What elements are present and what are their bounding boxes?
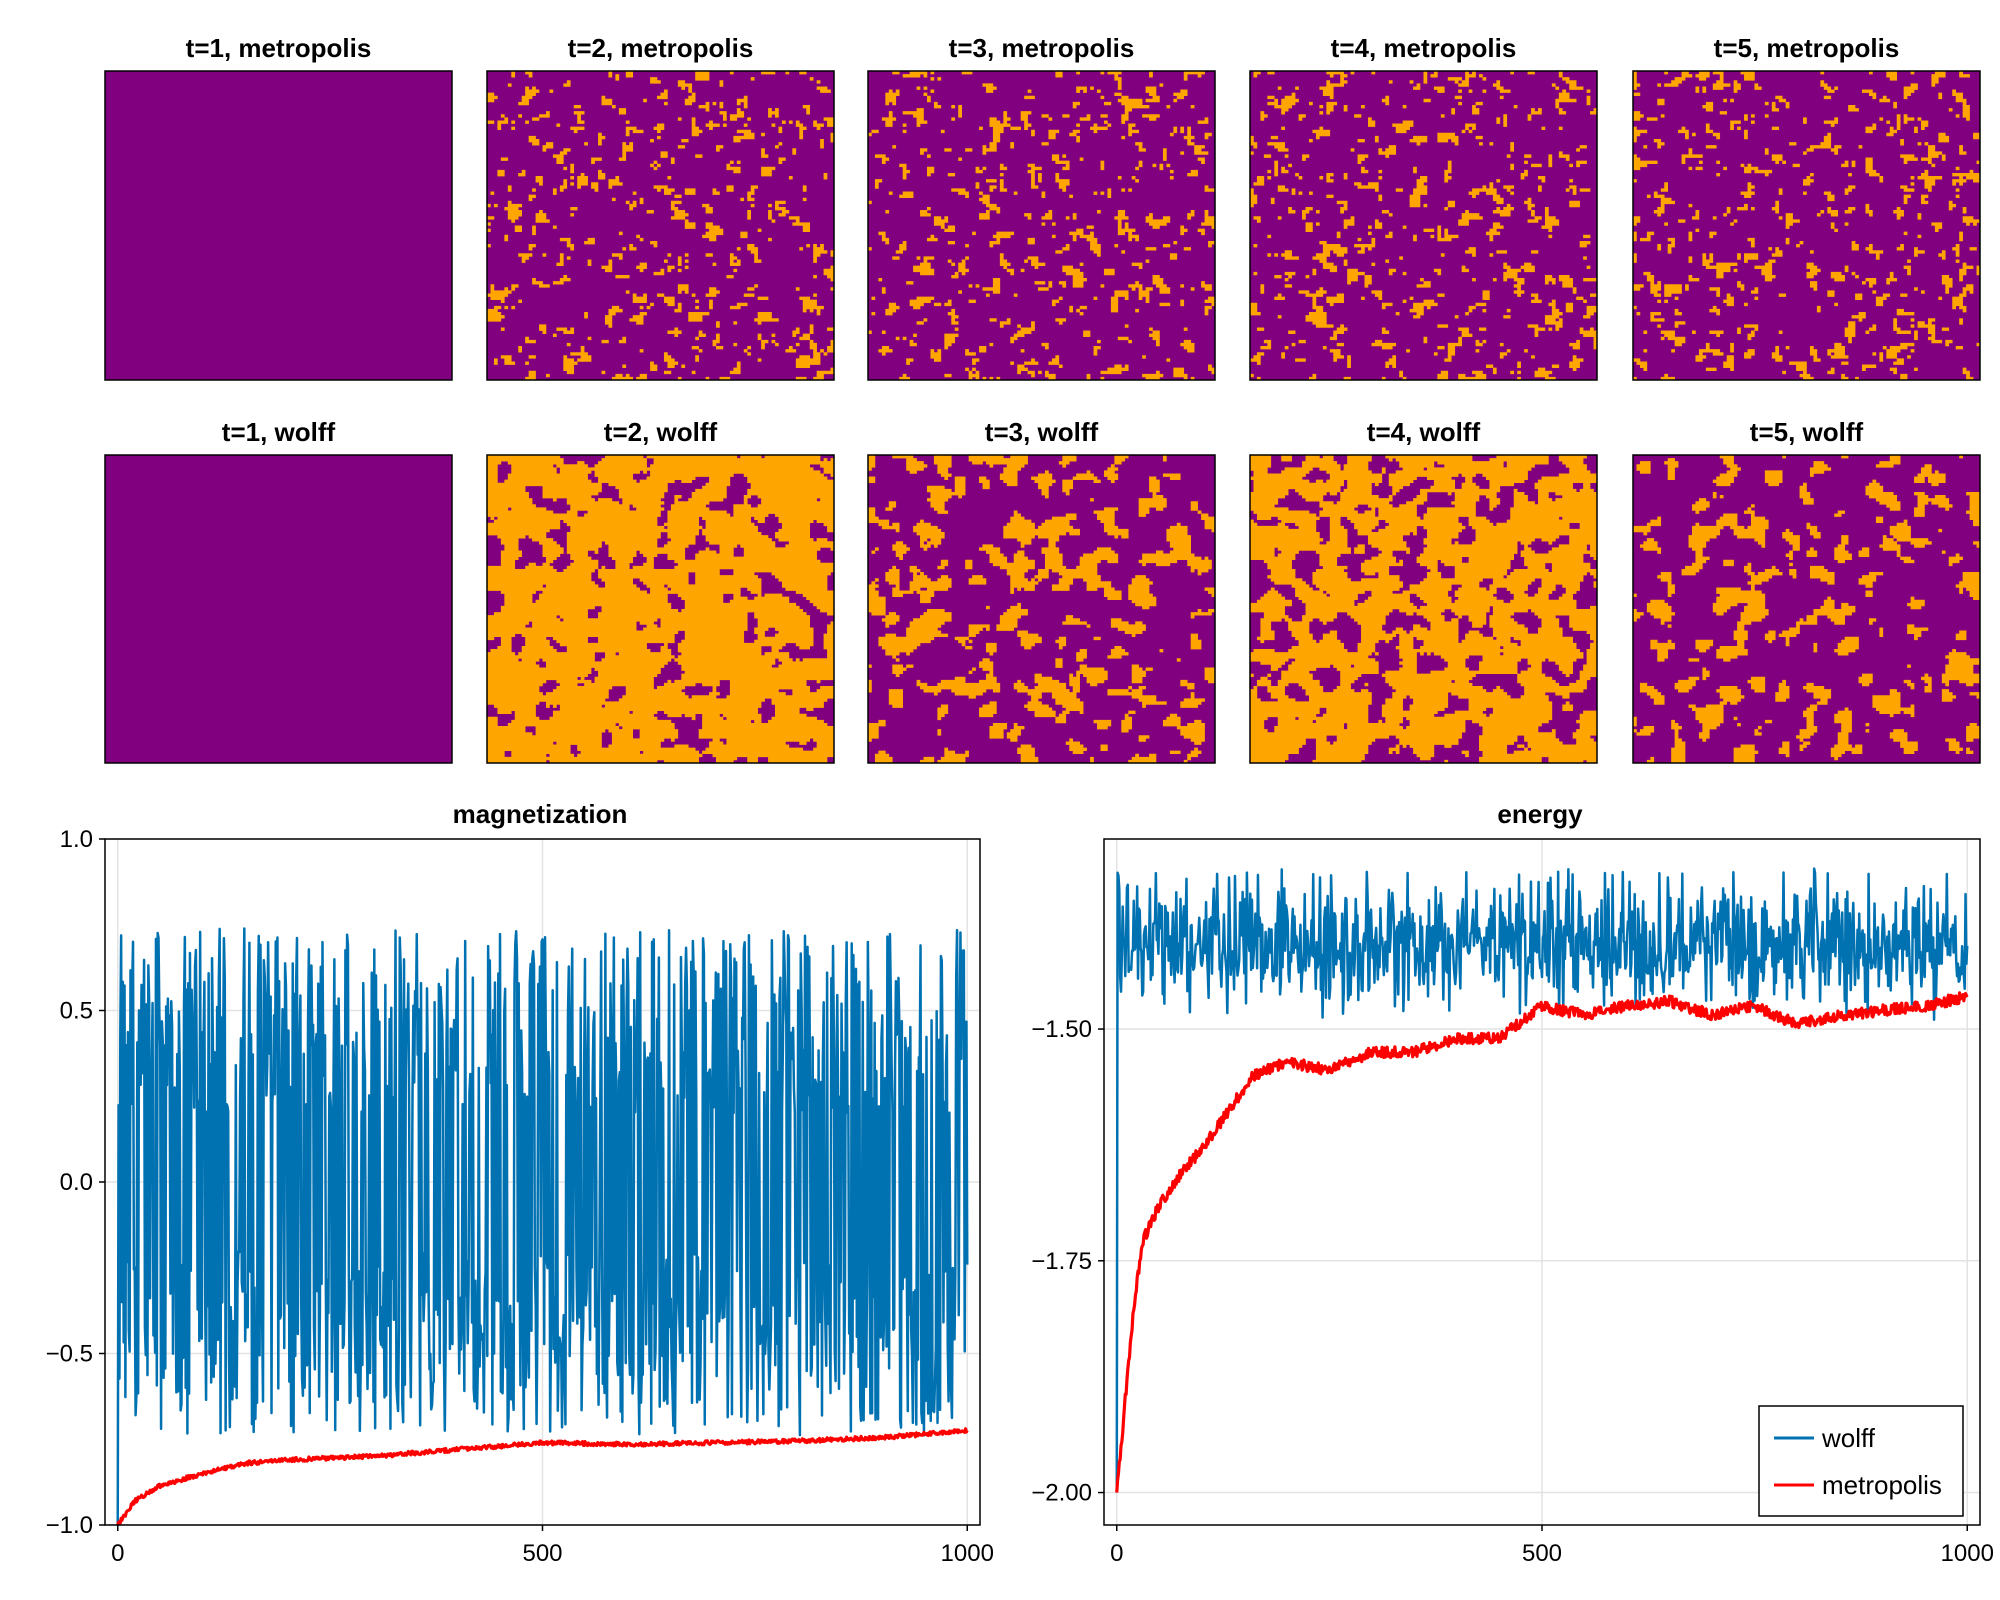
legend-box (1758, 1405, 1964, 1517)
lattice-background (105, 71, 452, 380)
lattice-panel-wolff-3: t=3, wolff (867, 417, 1216, 764)
x-tick-label: 1000 (941, 1540, 994, 1567)
lattice-up-spins (486, 455, 835, 764)
legend: wolff metropolis (1758, 1405, 1964, 1517)
lattice-title: t=1, wolff (222, 417, 336, 447)
magnetization-title: magnetization (453, 799, 628, 829)
lattice-title: t=3, wolff (985, 417, 1099, 447)
lattice-up-spins (1633, 455, 1981, 764)
energy-frame (1103, 838, 1981, 1526)
lattice-panel-wolff-5: t=5, wolff (1632, 417, 1981, 764)
lattice-frame (486, 454, 835, 764)
series-line-wolff (116, 927, 969, 1526)
lattice-up-spins (868, 455, 1216, 764)
lattice-frame (1249, 454, 1598, 764)
y-tick-label: −1.0 (46, 1512, 93, 1539)
magnetization-frame (104, 838, 981, 1526)
lattice-frame (867, 70, 1216, 381)
lattice-title: t=1, metropolis (186, 33, 372, 63)
lattice-panel-wolff-2: t=2, wolff (486, 417, 835, 764)
energy-plot: energy 0 500 1000 −2.00 −1.75 −1.50 wolff met… (1031, 799, 1994, 1567)
energy-series (1115, 867, 1969, 1493)
energy-title: energy (1497, 799, 1583, 829)
lattice-heatmaps: t=1, metropolis t=2, metropolis t=3, metro… (104, 33, 1981, 764)
y-tick-label: 0.0 (60, 1169, 93, 1196)
lattice-title: t=2, metropolis (568, 33, 754, 63)
lattice-title: t=5, wolff (1750, 417, 1864, 447)
legend-metropolis-label: metropolis (1822, 1470, 1942, 1500)
lattice-panel-metropolis-5: t=5, metropolis (1632, 33, 1981, 381)
legend-wolff-label: wolff (1821, 1423, 1876, 1453)
y-tick-label: −0.5 (46, 1341, 93, 1368)
magnetization-ticks: 0 500 1000 −1.0 −0.5 0.0 0.5 1.0 (46, 826, 994, 1567)
lattice-up-spins (487, 71, 835, 381)
magnetization-series (116, 927, 969, 1526)
lattice-panel-metropolis-3: t=3, metropolis (867, 33, 1216, 381)
lattice-panel-metropolis-1: t=1, metropolis (104, 33, 453, 381)
lattice-up-spins (868, 71, 1216, 381)
lattice-panel-metropolis-2: t=2, metropolis (486, 33, 835, 381)
y-tick-label: −2.00 (1031, 1480, 1092, 1507)
lattice-up-spins (1250, 455, 1598, 764)
lattice-title: t=4, metropolis (1331, 33, 1517, 63)
energy-ticks: 0 500 1000 −2.00 −1.75 −1.50 (1031, 1016, 1994, 1567)
lattice-frame (486, 70, 835, 381)
lattice-title: t=2, wolff (604, 417, 718, 447)
lattice-frame (867, 454, 1216, 764)
lattice-title: t=5, metropolis (1714, 33, 1900, 63)
magnetization-plot: magnetization 0 500 1000 −1.0 −0.5 0.0 0.5 1.0 (46, 799, 994, 1567)
series-line-metropolis (116, 1427, 969, 1526)
lattice-title: t=3, metropolis (949, 33, 1135, 63)
x-tick-label: 500 (1522, 1540, 1562, 1567)
series-line-metropolis (1115, 991, 1969, 1493)
y-tick-label: 1.0 (60, 826, 93, 853)
x-tick-label: 0 (111, 1540, 124, 1567)
lattice-frame (1249, 70, 1598, 381)
lattice-panel-metropolis-4: t=4, metropolis (1249, 33, 1598, 381)
lattice-title: t=4, wolff (1367, 417, 1481, 447)
lattice-panel-wolff-1: t=1, wolff (104, 417, 453, 764)
y-tick-label: −1.75 (1031, 1248, 1092, 1275)
lattice-background (105, 455, 452, 763)
y-tick-label: 0.5 (60, 998, 93, 1025)
series-line-wolff (1115, 867, 1969, 1493)
lattice-frame (104, 70, 453, 381)
lattice-up-spins (1250, 71, 1598, 381)
x-tick-label: 500 (522, 1540, 562, 1567)
x-tick-label: 1000 (1941, 1540, 1994, 1567)
lattice-frame (1632, 454, 1981, 764)
y-tick-label: −1.50 (1031, 1016, 1092, 1043)
lattice-frame (104, 454, 453, 764)
lattice-panel-wolff-4: t=4, wolff (1249, 417, 1598, 764)
x-tick-label: 0 (1110, 1540, 1123, 1567)
lattice-frame (1632, 70, 1981, 381)
